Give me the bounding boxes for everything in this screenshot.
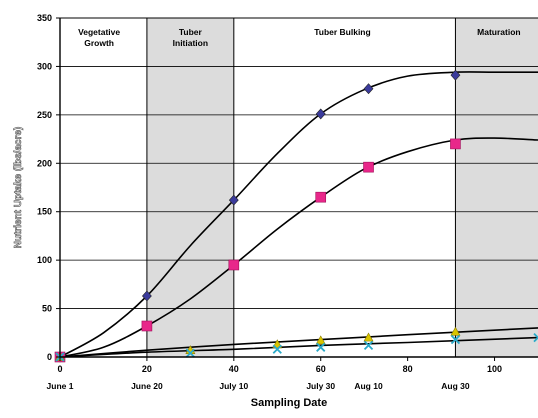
diamond-marker xyxy=(142,290,152,302)
phase-label-3: Maturation xyxy=(477,27,520,37)
y-tick-label: 50 xyxy=(42,304,52,314)
y-tick-label: 350 xyxy=(37,13,52,23)
triangle-marker xyxy=(315,335,326,345)
y-axis-title: Nutrient Uptake (lbs/acre) xyxy=(13,127,24,249)
x-marker xyxy=(450,334,461,345)
x-tick-label: 80 xyxy=(403,364,413,374)
triangle-marker xyxy=(363,332,374,342)
date-label: July 10 xyxy=(219,381,248,391)
x-marker xyxy=(185,348,196,358)
y-tick-label: 150 xyxy=(37,207,52,217)
diamond-marker xyxy=(315,108,326,120)
date-label: June 1 xyxy=(47,381,74,391)
trend-line-0 xyxy=(59,71,538,358)
date-label: June 20 xyxy=(131,381,163,391)
phase-label-0: Vegetative xyxy=(78,27,120,37)
phase-label-1: Initiation xyxy=(173,38,208,48)
phase-label-0: Growth xyxy=(84,38,114,48)
trend-line-2 xyxy=(59,327,538,358)
phase-label-2: Tuber Bulking xyxy=(314,27,371,37)
x-axis-title: Sampling Date xyxy=(251,397,327,409)
square-marker xyxy=(315,191,327,203)
x-tick-label: 20 xyxy=(142,364,152,374)
x-marker xyxy=(316,342,326,352)
phase-label-1: Tuber xyxy=(179,27,203,37)
x-marker xyxy=(533,332,538,343)
x-tick-label: 0 xyxy=(57,364,62,374)
square-marker xyxy=(141,320,153,332)
x-tick-label: 60 xyxy=(316,364,326,374)
diamond-marker xyxy=(363,83,374,95)
phase-band-3 xyxy=(455,18,538,357)
y-tick-label: 100 xyxy=(37,255,52,265)
square-marker xyxy=(363,161,374,173)
data-markers xyxy=(54,69,538,363)
trend-line-3 xyxy=(59,336,538,358)
date-label: Aug 10 xyxy=(354,381,383,391)
phase-band-1 xyxy=(146,18,234,357)
date-label: Aug 30 xyxy=(441,381,470,391)
y-tick-label: 300 xyxy=(37,61,52,71)
x-tick-label: 40 xyxy=(229,364,239,374)
triangle-marker xyxy=(450,326,461,336)
x-marker xyxy=(363,340,374,351)
tick-labels: 0 50 100 150 200 250 300 350 0 20 40 60 80 100 June 1 J… xyxy=(37,13,502,391)
y-tick-label: 250 xyxy=(37,110,52,120)
x-tick-label: 100 xyxy=(487,364,502,374)
square-marker xyxy=(450,138,461,150)
diamond-marker xyxy=(450,69,461,81)
x-marker xyxy=(272,344,282,354)
y-tick-label: 200 xyxy=(37,158,52,168)
diamond-marker xyxy=(228,194,239,206)
y-tick-label: 0 xyxy=(47,352,52,362)
date-label: July 30 xyxy=(306,381,335,391)
square-marker xyxy=(228,259,240,271)
axes xyxy=(56,17,538,361)
